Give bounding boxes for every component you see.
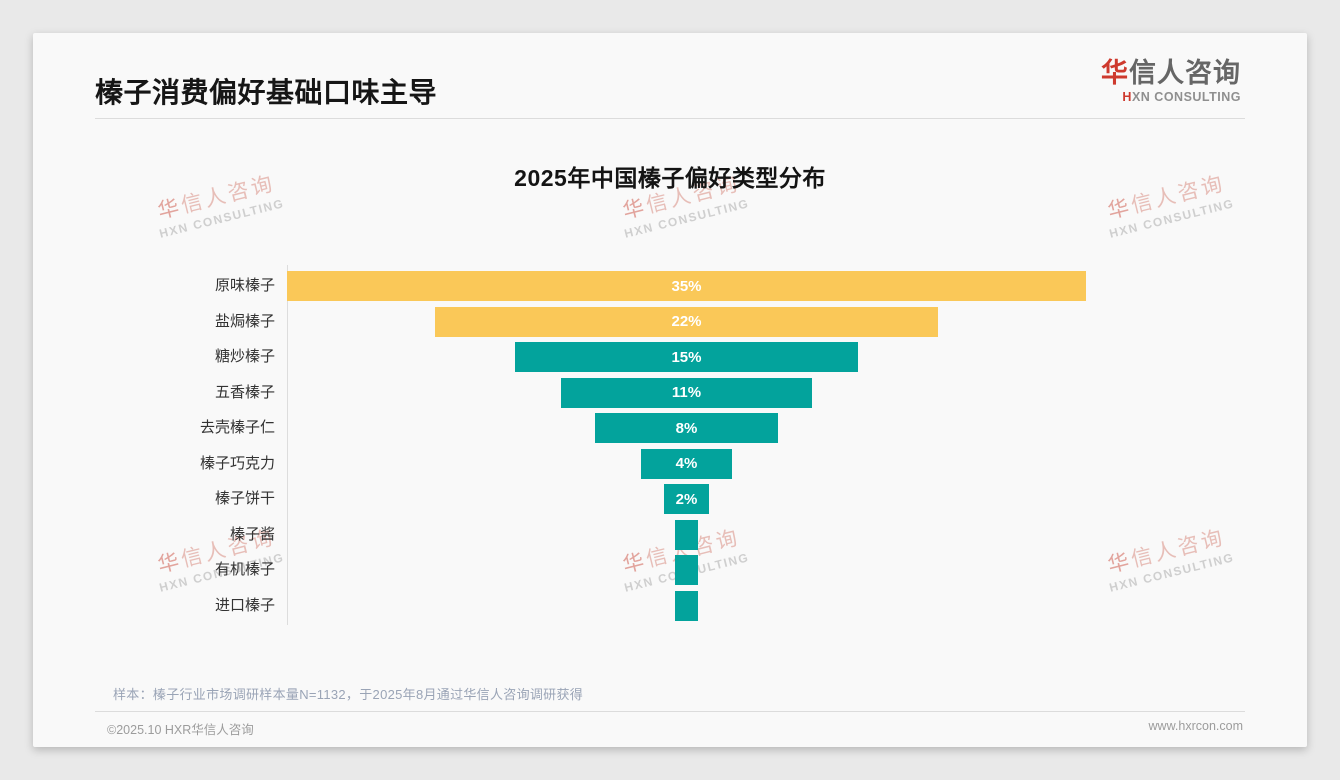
copyright-text: ©2025.10 HXR华信人咨询 [107,723,254,737]
bar-area: 22% [287,306,1086,337]
funnel-bar-9[interactable] [675,555,698,585]
brand-logo-cn-rest: 信人咨询 [1129,58,1241,88]
bar-area: 15% [287,342,1086,372]
funnel-bar-10[interactable] [675,590,698,621]
funnel-row: 去壳榛子仁 8% [95,413,1086,443]
bar-value-label: 22% [671,313,702,330]
funnel-row: 糖炒榛子 15% [95,342,1086,372]
website-link[interactable]: www.hxrcon.com [1148,719,1243,733]
bar-value-label: 8% [675,419,698,437]
page-title: 榛子消费偏好基础口味主导 [95,77,438,108]
funnel-row: 有机榛子 [95,555,1086,585]
funnel-bar-3[interactable]: 15% [515,342,858,372]
bar-value-label: 35% [671,277,702,295]
funnel-row: 榛子饼干 2% [95,484,1086,514]
header-divider [95,118,1245,119]
slide-card: 华信人咨询 HXN CONSULTING 华信人咨询 HXN CONSULTING 华信… [33,33,1307,747]
sample-note: 样本：榛子行业市场调研样本量N=1132，于2025年8月通过华信人咨询调研获得 [113,687,584,702]
funnel-bar-6[interactable]: 4% [640,448,733,479]
bar-area [287,519,1086,550]
footer: ©2025.10 HXR华信人咨询 www.hxrcon.com [107,719,1243,738]
y-axis-line [287,265,288,625]
category-label: 榛子酱 [229,525,275,543]
funnel-bar-1[interactable]: 35% [287,271,1086,301]
funnel-bar-7[interactable]: 2% [663,484,710,514]
bar-area [287,555,1086,585]
bar-area: 4% [287,448,1086,479]
chart-title: 2025年中国榛子偏好类型分布 [514,165,826,191]
funnel-row: 盐焗榛子 22% [95,306,1086,337]
funnel-rows: 原味榛子 35% 盐焗榛子 22% 糖炒榛子 15% 五香榛子 11% 去壳榛子仁 8% 榛子巧克力… [95,271,1086,621]
category-label: 榛子巧克力 [199,454,275,472]
funnel-row: 原味榛子 35% [95,271,1086,301]
funnel-row: 进口榛子 [95,590,1086,621]
category-label: 五香榛子 [214,383,275,401]
category-label: 去壳榛子仁 [199,419,275,436]
bar-area: 8% [287,413,1086,443]
bar-value-label: 15% [671,348,702,366]
category-label: 进口榛子 [214,596,275,614]
bar-value-label: 4% [675,455,698,472]
funnel-bar-5[interactable]: 8% [595,413,778,443]
brand-logo-en-accent: H [1122,90,1132,104]
bar-value-label: 11% [671,384,702,401]
category-label: 盐焗榛子 [214,312,275,330]
category-label: 原味榛子 [214,277,275,294]
funnel-chart: 原味榛子 35% 盐焗榛子 22% 糖炒榛子 15% 五香榛子 11% 去壳榛子仁 8% 榛子巧克力… [95,265,1086,631]
funnel-row: 榛子巧克力 4% [95,448,1086,479]
bar-area: 35% [287,271,1086,301]
category-label: 榛子饼干 [214,490,275,507]
brand-logo-cn-accent: 华 [1101,58,1129,88]
brand-logo-en-rest: XN CONSULTING [1131,90,1241,104]
bar-area [287,590,1086,621]
brand-logo-en: HXN CONSULTING [1101,89,1241,105]
bar-area: 11% [287,377,1086,408]
funnel-row: 榛子酱 [95,519,1086,550]
slide-content: 榛子消费偏好基础口味主导 华信人咨询 HXN CONSULTING 2025年中… [33,33,1307,747]
category-label: 有机榛子 [214,561,275,578]
category-label: 糖炒榛子 [214,348,275,365]
brand-logo-cn: 华信人咨询 [1101,57,1241,89]
footer-divider [95,711,1245,712]
bar-area: 2% [287,484,1086,514]
funnel-bar-8[interactable] [675,519,698,550]
funnel-row: 五香榛子 11% [95,377,1086,408]
funnel-bar-4[interactable]: 11% [560,377,813,408]
funnel-bar-2[interactable]: 22% [435,306,938,337]
brand-logo: 华信人咨询 HXN CONSULTING [1101,57,1241,105]
bar-value-label: 2% [675,490,698,508]
